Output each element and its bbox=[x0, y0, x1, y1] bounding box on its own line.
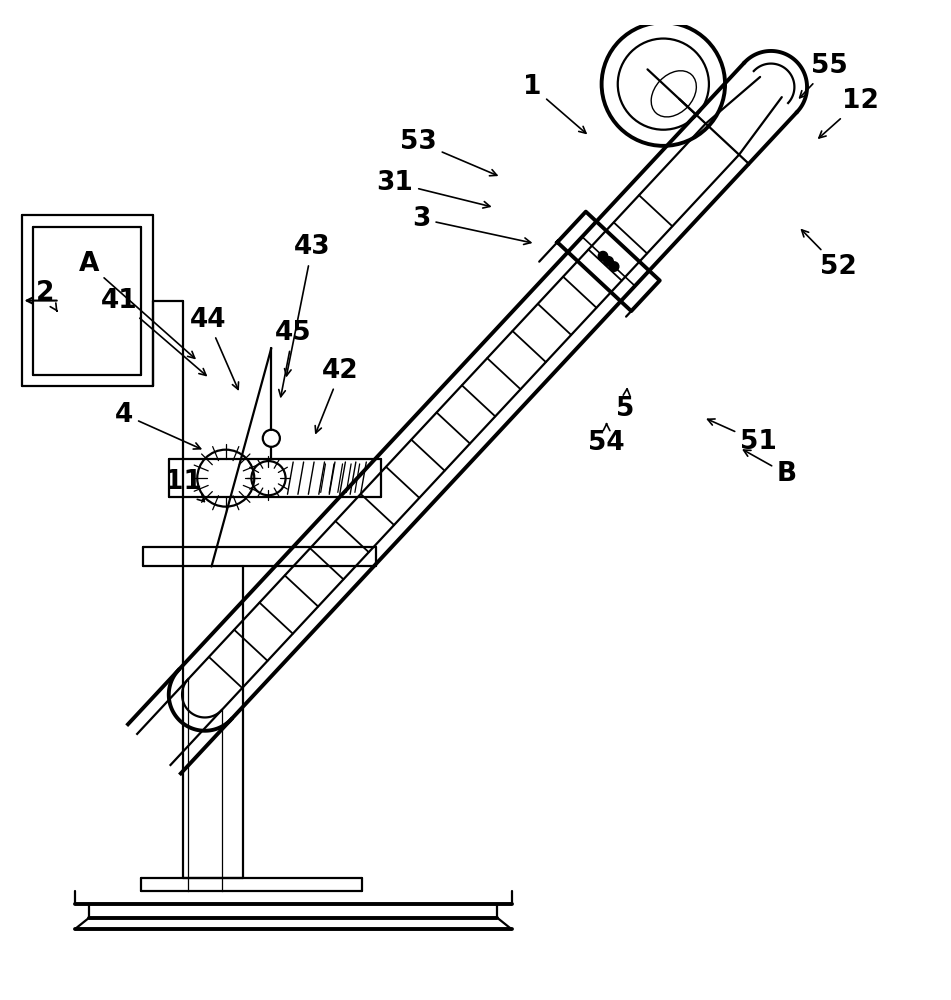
Text: 45: 45 bbox=[275, 320, 312, 397]
Text: 54: 54 bbox=[589, 424, 625, 456]
Text: 31: 31 bbox=[377, 170, 490, 208]
Text: B: B bbox=[744, 450, 797, 487]
Text: 42: 42 bbox=[315, 358, 359, 433]
Text: 53: 53 bbox=[400, 129, 496, 176]
Text: A: A bbox=[79, 251, 195, 358]
Text: 5: 5 bbox=[616, 389, 634, 422]
Text: 55: 55 bbox=[800, 53, 848, 98]
Text: 4: 4 bbox=[115, 402, 201, 449]
Text: 51: 51 bbox=[708, 419, 777, 455]
Text: 12: 12 bbox=[819, 88, 879, 138]
Text: 52: 52 bbox=[802, 230, 857, 280]
Text: 11: 11 bbox=[165, 469, 204, 502]
Text: 2: 2 bbox=[36, 280, 57, 311]
Text: 1: 1 bbox=[523, 74, 586, 133]
Circle shape bbox=[598, 251, 608, 261]
Text: 43: 43 bbox=[284, 234, 331, 376]
Text: 44: 44 bbox=[189, 307, 239, 389]
Text: 41: 41 bbox=[101, 288, 206, 375]
Circle shape bbox=[610, 262, 619, 271]
Circle shape bbox=[604, 257, 613, 266]
Text: 3: 3 bbox=[412, 206, 531, 244]
